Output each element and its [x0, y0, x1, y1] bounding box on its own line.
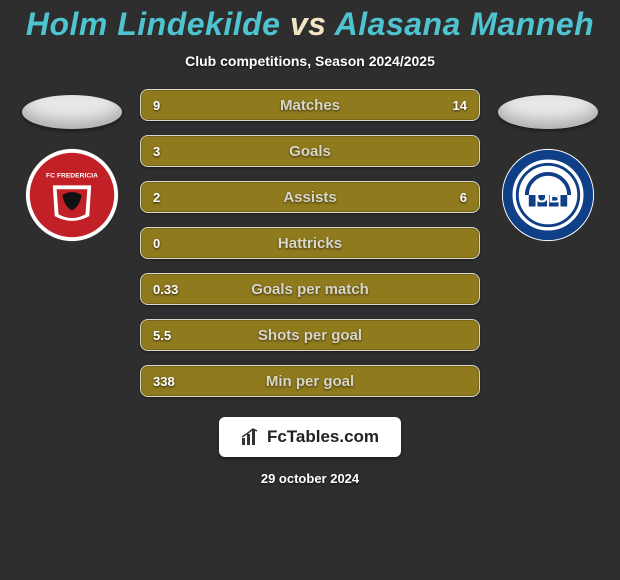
comparison-title: Holm Lindekilde vs Alasana Manneh — [0, 0, 620, 43]
stat-bar: 9 Matches 14 — [140, 89, 480, 121]
stat-value-right: 6 — [460, 190, 467, 205]
stat-value-right: 14 — [453, 98, 467, 113]
right-player-oval — [498, 95, 598, 129]
right-club-badge: OB — [500, 147, 596, 243]
season-subtitle: Club competitions, Season 2024/2025 — [0, 53, 620, 69]
left-player-oval — [22, 95, 122, 129]
comparison-body: FC FREDERICIA 9 Matches 14 3 Goals 2 Assists 6 0… — [0, 89, 620, 397]
stat-label: Shots per goal — [258, 327, 362, 344]
brand-text: FcTables.com — [267, 427, 379, 447]
stat-bar: 3 Goals — [140, 135, 480, 167]
brand-box[interactable]: FcTables.com — [219, 417, 401, 457]
stat-bar: 338 Min per goal — [140, 365, 480, 397]
stat-value-left: 0.33 — [153, 282, 178, 297]
stat-bar: 0 Hattricks — [140, 227, 480, 259]
footer: FcTables.com 29 october 2024 — [0, 417, 620, 486]
stat-value-left: 0 — [153, 236, 160, 251]
stat-label: Goals — [289, 143, 331, 160]
left-club-text: FC FREDERICIA — [46, 173, 98, 180]
stat-value-left: 2 — [153, 190, 160, 205]
player-right-name: Alasana Manneh — [335, 6, 595, 42]
stat-value-left: 5.5 — [153, 328, 171, 343]
stat-bar: 5.5 Shots per goal — [140, 319, 480, 351]
stat-bar: 0.33 Goals per match — [140, 273, 480, 305]
stat-label: Assists — [283, 189, 336, 206]
stat-label: Hattricks — [278, 235, 342, 252]
stat-bars: 9 Matches 14 3 Goals 2 Assists 6 0 Hattricks 0.33 G… — [140, 89, 480, 397]
left-club-badge: FC FREDERICIA — [24, 147, 120, 243]
right-club-text: OB — [535, 187, 561, 207]
stat-bar: 2 Assists 6 — [140, 181, 480, 213]
date-label: 29 october 2024 — [261, 471, 359, 486]
stat-label: Goals per match — [251, 281, 369, 298]
right-player-column: OB — [498, 89, 598, 243]
player-left-name: Holm Lindekilde — [26, 6, 281, 42]
left-player-column: FC FREDERICIA — [22, 89, 122, 243]
stat-label: Min per goal — [266, 373, 354, 390]
stat-value-left: 338 — [153, 374, 175, 389]
stat-value-left: 9 — [153, 98, 160, 113]
stat-label: Matches — [280, 97, 340, 114]
vs-separator: vs — [290, 6, 327, 42]
bars-icon — [241, 428, 261, 446]
stat-value-left: 3 — [153, 144, 160, 159]
